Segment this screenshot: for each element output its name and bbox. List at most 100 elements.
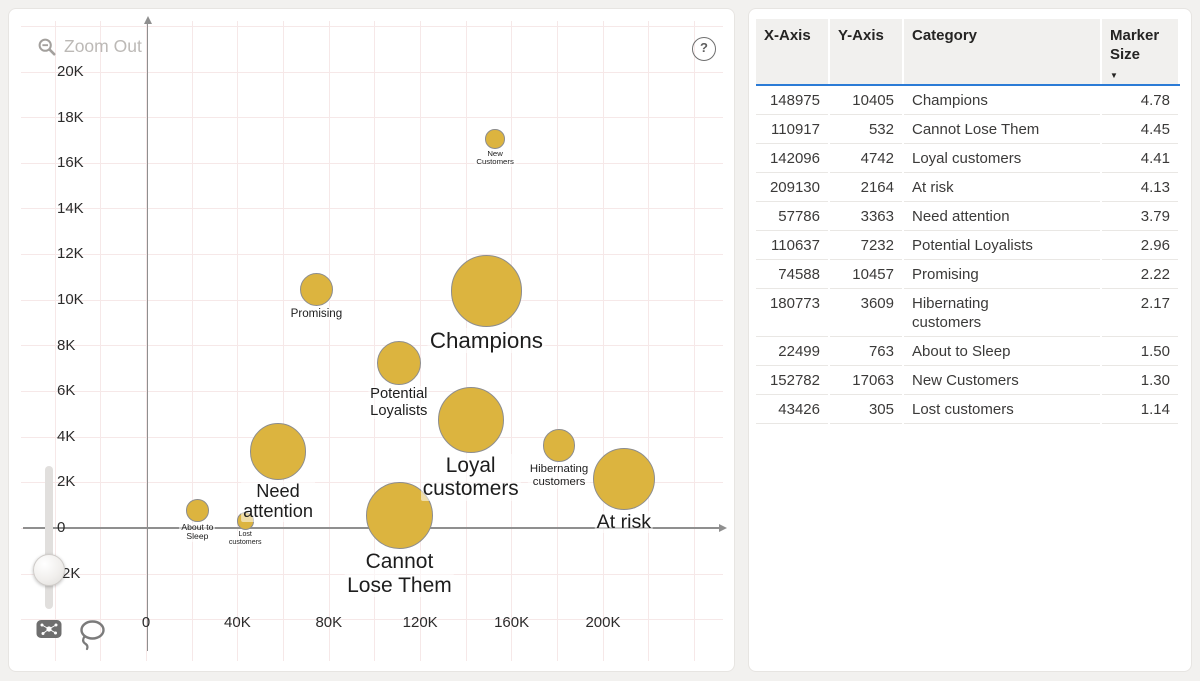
table-cell-size: 4.78	[1102, 86, 1178, 115]
bubble-at-risk[interactable]	[592, 447, 655, 510]
table-cell-y: 532	[830, 115, 902, 144]
data-table-visual: X-Axis Y-Axis Category Marker Size ▼ 148…	[748, 8, 1192, 672]
table-row[interactable]: 110637 7232 Potential Loyalists 2.96	[756, 231, 1180, 260]
bubble-loyal-customers[interactable]	[437, 386, 504, 453]
bubble-label-line: Lost	[238, 529, 252, 538]
table-cell-y: 10457	[830, 260, 902, 289]
table-cell-x: 142096	[756, 144, 828, 173]
table-cell-category: Potential Loyalists	[904, 231, 1100, 260]
bubble-label-line: Potential	[370, 386, 428, 403]
chart-toolbar	[36, 619, 108, 651]
table-header-underline	[756, 84, 1180, 86]
bubble-label-line: Need	[256, 480, 300, 501]
table-cell-size: 2.96	[1102, 231, 1178, 260]
table-cell-x: 74588	[756, 260, 828, 289]
table-row[interactable]: 22499 763 About to Sleep 1.50	[756, 337, 1180, 366]
bubble-label-potential-loyalists: Potential Loyalists	[368, 386, 430, 420]
table-row[interactable]: 74588 10457 Promising 2.22	[756, 260, 1180, 289]
bubble-label-line: Loyalists	[370, 402, 428, 419]
table-cell-category: Need attention	[904, 202, 1100, 231]
bubble-chart-visual: 20K 18K 16K 14K 12K 10K 8K 6K 4K 2K 0 -2K 0 40K 80K 12…	[8, 8, 735, 672]
table-cell-size: 1.14	[1102, 395, 1178, 424]
y-tick-label: 14K	[57, 199, 84, 217]
bubble-label-hibernating-customers: Hibernating customers	[527, 462, 591, 489]
gridline	[146, 21, 147, 661]
bubble-label-line: Promising	[290, 307, 343, 321]
bubble-new-customers[interactable]	[485, 129, 505, 149]
table-cell-size: 3.79	[1102, 202, 1178, 231]
table-row[interactable]: 110917 532 Cannot Lose Them 4.45	[756, 115, 1180, 144]
bubble-about-to-sleep[interactable]	[186, 499, 209, 522]
data-table: X-Axis Y-Axis Category Marker Size ▼ 148…	[756, 19, 1180, 424]
column-header-y-axis[interactable]: Y-Axis	[830, 19, 902, 84]
table-row[interactable]: 57786 3363 Need attention 3.79	[756, 202, 1180, 231]
table-cell-y: 7232	[830, 231, 902, 260]
bubble-label-line: Loyal	[445, 453, 496, 477]
column-header-marker-size[interactable]: Marker Size ▼	[1102, 19, 1178, 84]
magnifier-minus-icon	[38, 38, 56, 56]
y-axis-line	[147, 23, 149, 651]
bubble-potential-loyalists[interactable]	[376, 340, 421, 386]
gridline	[21, 117, 723, 119]
table-header-row: X-Axis Y-Axis Category Marker Size ▼	[756, 19, 1180, 84]
table-cell-size: 1.30	[1102, 366, 1178, 395]
bubble-promising[interactable]	[299, 272, 334, 307]
bubble-champions[interactable]	[450, 254, 523, 327]
bubble-label-line: Sleep	[186, 531, 209, 542]
table-row[interactable]: 142096 4742 Loyal customers 4.41	[756, 144, 1180, 173]
table-row[interactable]: 43426 305 Lost customers 1.14	[756, 395, 1180, 424]
table-cell-y: 3609	[830, 289, 902, 337]
table-cell-x: 22499	[756, 337, 828, 366]
bubble-select-icon[interactable]	[36, 619, 62, 639]
table-cell-x: 180773	[756, 289, 828, 337]
y-tick-label: 0	[57, 519, 66, 536]
table-cell-category: At risk	[904, 173, 1100, 202]
table-cell-x: 110637	[756, 231, 828, 260]
table-row[interactable]: 209130 2164 At risk 4.13	[756, 173, 1180, 202]
table-cell-size: 2.22	[1102, 260, 1178, 289]
table-cell-y: 17063	[830, 366, 902, 395]
y-tick-label: 12K	[57, 245, 84, 263]
x-tick-label: 200K	[585, 614, 621, 631]
gridline	[100, 21, 102, 661]
zoom-out-button[interactable]: Zoom Out	[37, 36, 142, 57]
zoom-slider-knob[interactable]	[33, 554, 65, 586]
gridline	[419, 21, 421, 661]
bubble-label-promising: Promising	[288, 307, 345, 321]
table-cell-y: 763	[830, 337, 902, 366]
column-header-x-axis[interactable]: X-Axis	[756, 19, 828, 84]
bubble-hibernating-customers[interactable]	[542, 429, 576, 462]
bubble-label-line: New	[487, 148, 503, 158]
table-cell-y: 4742	[830, 144, 902, 173]
table-cell-x: 110917	[756, 115, 828, 144]
table-row[interactable]: 152782 17063 New Customers 1.30	[756, 366, 1180, 395]
bubble-label-cannot-lose-them: Cannot Lose Them	[345, 550, 454, 598]
gridline	[21, 162, 723, 164]
bubble-label-line: Customers	[476, 157, 514, 167]
help-button[interactable]: ?	[692, 37, 716, 61]
bubble-label-line: customers	[422, 477, 519, 501]
gridline	[21, 254, 723, 256]
table-cell-size: 1.50	[1102, 337, 1178, 366]
table-cell-size: 2.17	[1102, 289, 1178, 337]
gridline	[648, 21, 650, 661]
gridline	[237, 21, 239, 661]
table-row[interactable]: 180773 3609 Hibernating customers 2.17	[756, 289, 1180, 337]
gridline	[21, 345, 723, 347]
y-tick-label: 18K	[57, 108, 84, 126]
table-cell-category: Promising	[904, 260, 1100, 289]
column-header-category[interactable]: Category	[904, 19, 1100, 84]
lasso-icon[interactable]	[78, 619, 108, 651]
table-cell-y: 305	[830, 395, 902, 424]
y-tick-label: 16K	[57, 154, 84, 172]
bubble-label-line: About to	[181, 521, 214, 532]
table-row[interactable]: 148975 10405 Champions 4.78	[756, 86, 1180, 115]
bubble-label-champions: Champions	[427, 327, 545, 353]
table-cell-x: 148975	[756, 86, 828, 115]
zoom-slider-track[interactable]	[45, 466, 53, 609]
gridline	[556, 21, 558, 661]
table-cell-y: 3363	[830, 202, 902, 231]
bubble-need-attention[interactable]	[249, 422, 307, 480]
table-cell-category: Cannot Lose Them	[904, 115, 1100, 144]
